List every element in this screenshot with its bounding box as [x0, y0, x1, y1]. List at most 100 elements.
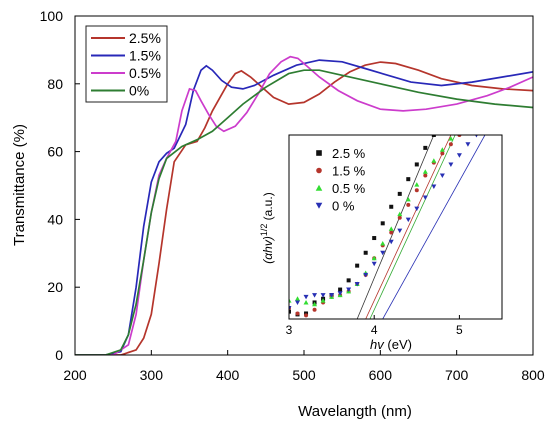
inset-data-point	[448, 142, 453, 147]
inset-data-point	[312, 293, 318, 298]
inset-data-point	[389, 230, 394, 235]
inset-data-point	[439, 147, 445, 152]
inset-data-point	[440, 151, 445, 156]
x-tick-label: 500	[292, 367, 316, 383]
inset-data-point	[295, 300, 301, 305]
x-axis-label: Wavelangth (nm)	[298, 403, 412, 420]
inset-data-point	[316, 150, 322, 156]
inset-data-point	[295, 311, 300, 316]
inset-data-point	[315, 202, 323, 209]
y-tick-label: 80	[47, 76, 63, 92]
main-series-layer	[75, 55, 533, 355]
inset-data-point	[371, 261, 377, 267]
inset-data-point	[414, 182, 420, 187]
inset-fit-line	[369, 135, 456, 319]
inset-data-point	[289, 309, 291, 314]
inset-data-point	[448, 162, 454, 167]
inset-data-point	[423, 173, 428, 178]
inset-data-point	[380, 250, 386, 256]
inset-data-point	[303, 294, 309, 300]
inset-fit-line	[365, 135, 452, 319]
legend-label: 2.5%	[129, 30, 161, 46]
inset-data-point	[320, 293, 326, 298]
series-line-3	[75, 69, 533, 355]
inset-data-point	[316, 167, 322, 174]
inset-data-point	[422, 169, 428, 174]
inset-points	[289, 135, 478, 318]
x-tick-label: 800	[521, 367, 545, 383]
y-tick-label: 0	[55, 347, 63, 363]
inset-data-point	[380, 221, 385, 226]
inset-data-point	[448, 136, 454, 141]
inset-data-point	[405, 217, 411, 223]
inset-data-point	[397, 228, 403, 234]
y-axis-label: Transmittance (%)	[11, 124, 28, 246]
inset-x-tick-label: 3	[286, 323, 293, 337]
inset-data-point	[329, 293, 335, 298]
inset-data-point	[405, 196, 411, 202]
inset-data-point	[406, 202, 411, 207]
inset-data-point	[295, 296, 301, 301]
inset-data-point	[423, 145, 428, 150]
x-tick-label: 300	[140, 367, 164, 383]
inset-legend-label: 1.5 %	[332, 164, 366, 179]
inset-data-point	[337, 291, 343, 296]
inset-data-point	[303, 299, 309, 305]
inset-data-point	[397, 191, 402, 196]
inset-x-axis-label: hv (eV)	[370, 337, 412, 352]
inset-fit-line	[356, 135, 435, 319]
x-tick-label: 200	[63, 367, 87, 383]
inset-data-point	[346, 278, 351, 283]
inset-data-point	[388, 226, 394, 231]
inset-data-point	[380, 241, 386, 246]
inset-data-point	[363, 250, 368, 255]
inset-data-point	[397, 215, 402, 220]
inset-data-point	[414, 206, 420, 212]
y-tick-label: 40	[47, 211, 63, 227]
inset-x-tick-label: 4	[371, 323, 378, 337]
inset-data-point	[406, 177, 411, 182]
main-axes-layer: 200 300 400 500 600 700 800 0 20 40 60 80 100	[40, 8, 545, 383]
series-line-1	[75, 59, 533, 355]
inset-fit-line	[382, 135, 486, 319]
legend-label: 1.5%	[129, 48, 161, 64]
y-tick-label: 60	[47, 144, 63, 160]
inset-data-point	[475, 135, 478, 138]
legend-label: 0%	[129, 83, 149, 99]
inset-data-point	[304, 313, 309, 318]
inset-data-point	[422, 195, 428, 201]
inset-fit-lines	[356, 135, 486, 319]
inset-plot-frame	[288, 134, 503, 320]
inset-data-point	[414, 188, 419, 193]
inset-data-point	[388, 239, 394, 245]
inset-data-point	[289, 298, 292, 303]
inset-chart: 3 4 5 2.5 % 1.5 % 0.5 % 0 % hv (eV) (αhv)1/2 (a.…	[259, 134, 503, 352]
inset-y-axis-label: (αhv)1/2 (a.u.)	[259, 192, 275, 263]
inset-data-point	[431, 158, 437, 163]
inset-data-point	[389, 204, 394, 209]
y-tick-label: 20	[47, 279, 63, 295]
inset-data-point	[439, 173, 445, 178]
inset-data-point	[363, 272, 369, 278]
inset-data-point	[312, 307, 317, 312]
inset-x-tick-label: 5	[456, 323, 463, 337]
inset-legend-label: 2.5 %	[332, 146, 366, 161]
inset-data-point	[312, 301, 318, 307]
inset-data-point	[355, 263, 360, 268]
series-line-0	[75, 61, 533, 355]
inset-data-point	[315, 184, 323, 191]
inset-data-point	[456, 153, 462, 158]
inset-data-point	[289, 305, 292, 311]
legend-label: 0.5%	[129, 65, 161, 81]
inset-data-point	[338, 287, 343, 292]
inset-data-point	[465, 142, 471, 147]
y-tick-label: 100	[40, 8, 64, 24]
inset-legend-label: 0 %	[332, 199, 355, 214]
x-tick-label: 600	[369, 367, 393, 383]
inset-data-point	[346, 287, 352, 293]
inset-data-point	[431, 184, 437, 190]
inset-data-point	[371, 255, 377, 261]
inset-data-point	[414, 162, 419, 167]
